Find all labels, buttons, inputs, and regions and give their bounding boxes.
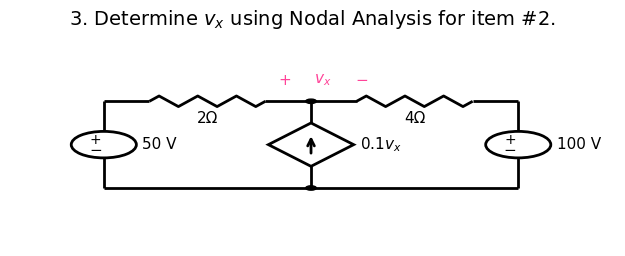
Circle shape: [306, 186, 316, 190]
Text: −: −: [89, 143, 102, 158]
Text: 50 V: 50 V: [142, 137, 177, 152]
Text: 2Ω: 2Ω: [197, 111, 218, 126]
Text: +: +: [504, 133, 516, 147]
Text: −: −: [355, 73, 367, 88]
Text: 100 V: 100 V: [557, 137, 601, 152]
Text: $v_x$: $v_x$: [314, 72, 332, 88]
Text: −: −: [504, 143, 516, 158]
Text: 0.1$v_x$: 0.1$v_x$: [359, 135, 401, 154]
Circle shape: [306, 99, 316, 103]
Text: +: +: [278, 73, 291, 88]
Text: 4Ω: 4Ω: [404, 111, 426, 126]
Text: 3. Determine $v_x$ using Nodal Analysis for item #2.: 3. Determine $v_x$ using Nodal Analysis …: [69, 8, 556, 31]
Text: +: +: [90, 133, 101, 147]
